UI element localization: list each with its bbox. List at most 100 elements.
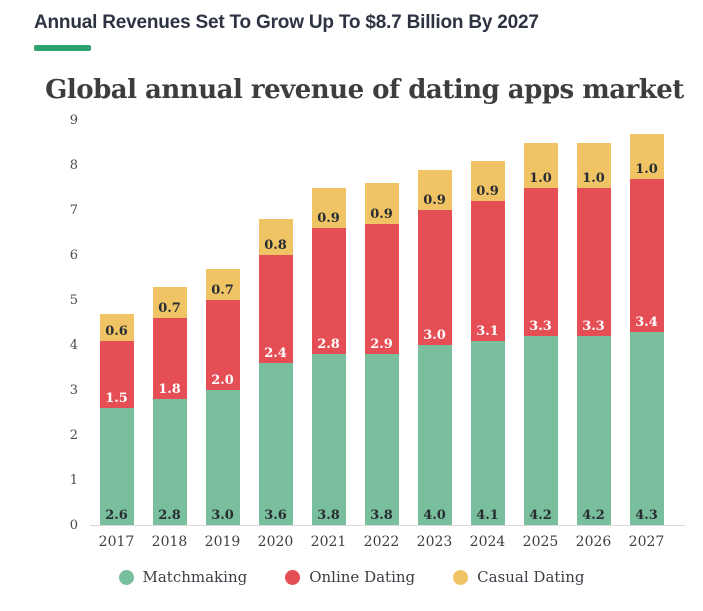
legend-item-online-dating: Online Dating xyxy=(285,568,415,586)
bar-segment-online-dating: 2.9 xyxy=(364,223,399,354)
bar-segment-online-dating: 3.4 xyxy=(629,178,664,332)
segment-value-label: 1.5 xyxy=(105,391,128,406)
x-axis-label: 2022 xyxy=(363,534,400,550)
bar-segment-matchmaking: 3.6 xyxy=(258,363,293,525)
bar-column-2026: 1.0 3.3 4.2 xyxy=(567,142,620,525)
stacked-bar-2023: 0.9 3.0 4.0 xyxy=(417,169,452,525)
segment-value-label: 4.0 xyxy=(423,508,446,523)
y-axis-tick-label: 0 xyxy=(69,518,78,533)
bar-segment-casual-dating: 0.9 xyxy=(417,169,452,210)
segment-value-label: 4.1 xyxy=(476,508,499,523)
x-axis-label: 2018 xyxy=(151,534,188,550)
y-axis-tick-label: 7 xyxy=(69,203,78,218)
bar-segment-matchmaking: 4.3 xyxy=(629,331,664,525)
page-headline: Annual Revenues Set To Grow Up To $8.7 B… xyxy=(34,12,539,33)
bar-segment-casual-dating: 0.9 xyxy=(311,187,346,228)
segment-value-label: 4.2 xyxy=(582,508,605,523)
chart-title: Global annual revenue of dating apps mar… xyxy=(45,75,684,105)
segment-value-label: 1.8 xyxy=(158,382,181,397)
segment-value-label: 1.0 xyxy=(582,170,605,186)
bar-column-2021: 0.9 2.8 3.8 xyxy=(302,187,355,525)
bar-segment-online-dating: 3.0 xyxy=(417,210,452,345)
bar-segment-casual-dating: 1.0 xyxy=(523,142,558,188)
bar-column-2027: 1.0 3.4 4.3 xyxy=(620,133,673,525)
segment-value-label: 0.7 xyxy=(211,283,234,298)
legend-item-matchmaking: Matchmaking xyxy=(118,568,248,586)
y-axis-tick-label: 8 xyxy=(69,158,78,173)
x-axis-label: 2024 xyxy=(469,534,506,550)
bar-column-2020: 0.8 2.4 3.6 xyxy=(249,219,302,525)
stacked-bar-2025: 1.0 3.3 4.2 xyxy=(523,142,558,525)
x-axis-label: 2020 xyxy=(257,534,294,550)
bar-segment-online-dating: 1.8 xyxy=(152,318,187,399)
plot-area: 0.6 1.5 2.6 0.7 1.8 2.8 0.7 2.0 3.0 0.8 2.4 3.6 0.9 2… xyxy=(90,121,685,526)
bar-column-2017: 0.6 1.5 2.6 xyxy=(90,313,143,525)
segment-value-label: 0.8 xyxy=(264,238,287,253)
legend-swatch xyxy=(453,569,469,585)
segment-value-label: 3.6 xyxy=(264,508,287,523)
bar-segment-matchmaking: 4.2 xyxy=(576,336,611,525)
segment-value-label: 3.4 xyxy=(635,314,658,330)
segment-value-label: 2.6 xyxy=(105,508,128,523)
stacked-bar-2027: 1.0 3.4 4.3 xyxy=(629,133,664,525)
segment-value-label: 3.3 xyxy=(582,319,605,334)
bar-column-2023: 0.9 3.0 4.0 xyxy=(408,169,461,525)
bar-segment-online-dating: 3.1 xyxy=(470,201,505,341)
bar-segment-casual-dating: 0.7 xyxy=(205,268,240,300)
segment-value-label: 3.8 xyxy=(370,508,393,523)
bar-segment-online-dating: 3.3 xyxy=(523,187,558,336)
segment-value-label: 2.0 xyxy=(211,373,234,388)
bar-segment-casual-dating: 0.9 xyxy=(364,183,399,224)
bar-segment-matchmaking: 3.0 xyxy=(205,390,240,525)
bar-column-2018: 0.7 1.8 2.8 xyxy=(143,286,196,525)
segment-value-label: 1.0 xyxy=(635,161,658,177)
y-axis-tick-label: 5 xyxy=(69,293,78,308)
bar-column-2024: 0.9 3.1 4.1 xyxy=(461,160,514,525)
y-axis-tick-label: 2 xyxy=(69,428,78,443)
x-axis-label: 2017 xyxy=(98,534,135,550)
x-axis-label: 2019 xyxy=(204,534,241,550)
bar-segment-casual-dating: 0.6 xyxy=(99,313,134,341)
segment-value-label: 2.8 xyxy=(317,337,340,352)
segment-value-label: 2.4 xyxy=(264,346,287,361)
stacked-bar-2026: 1.0 3.3 4.2 xyxy=(576,142,611,525)
y-axis-tick-label: 4 xyxy=(69,338,78,353)
segment-value-label: 3.1 xyxy=(476,323,499,339)
bar-segment-matchmaking: 4.2 xyxy=(523,336,558,525)
bar-segment-online-dating: 2.8 xyxy=(311,228,346,354)
x-axis-label: 2021 xyxy=(310,534,347,550)
y-axis-tick-label: 1 xyxy=(69,473,78,488)
x-axis-label: 2026 xyxy=(575,534,612,550)
bar-segment-matchmaking: 4.0 xyxy=(417,345,452,525)
stacked-bar-2020: 0.8 2.4 3.6 xyxy=(258,219,293,525)
segment-value-label: 4.3 xyxy=(635,508,658,523)
bar-segment-online-dating: 1.5 xyxy=(99,340,134,408)
x-axis-label: 2027 xyxy=(628,534,665,550)
bar-segment-online-dating: 2.4 xyxy=(258,255,293,363)
segment-value-label: 3.0 xyxy=(423,328,446,343)
segment-value-label: 2.8 xyxy=(158,508,181,523)
segment-value-label: 0.9 xyxy=(370,206,393,222)
bar-column-2025: 1.0 3.3 4.2 xyxy=(514,142,567,525)
x-axis-label: 2023 xyxy=(416,534,453,550)
y-axis-tick-label: 6 xyxy=(69,248,78,263)
x-axis-label: 2025 xyxy=(522,534,559,550)
segment-value-label: 0.9 xyxy=(317,211,340,226)
legend-label: Matchmaking xyxy=(142,568,248,586)
stacked-bar-2021: 0.9 2.8 3.8 xyxy=(311,187,346,525)
segment-value-label: 0.9 xyxy=(423,193,446,208)
stacked-bar-2022: 0.9 2.9 3.8 xyxy=(364,183,399,525)
segment-value-label: 0.9 xyxy=(476,184,499,199)
x-axis: 2017 2018 2019 2020 2021 2022 2023 2024 2025 2026… xyxy=(90,534,703,550)
stacked-bar-2017: 0.6 1.5 2.6 xyxy=(99,313,134,525)
segment-value-label: 4.2 xyxy=(529,508,552,523)
headline-underline-accent xyxy=(34,45,91,51)
segment-value-label: 3.3 xyxy=(529,319,552,334)
segment-value-label: 1.0 xyxy=(529,170,552,186)
bar-segment-casual-dating: 1.0 xyxy=(629,133,664,179)
y-axis: 0 1 2 3 4 5 6 7 8 9 xyxy=(50,114,90,532)
y-axis-tick-label: 9 xyxy=(69,113,78,128)
stacked-bar-2019: 0.7 2.0 3.0 xyxy=(205,268,240,525)
